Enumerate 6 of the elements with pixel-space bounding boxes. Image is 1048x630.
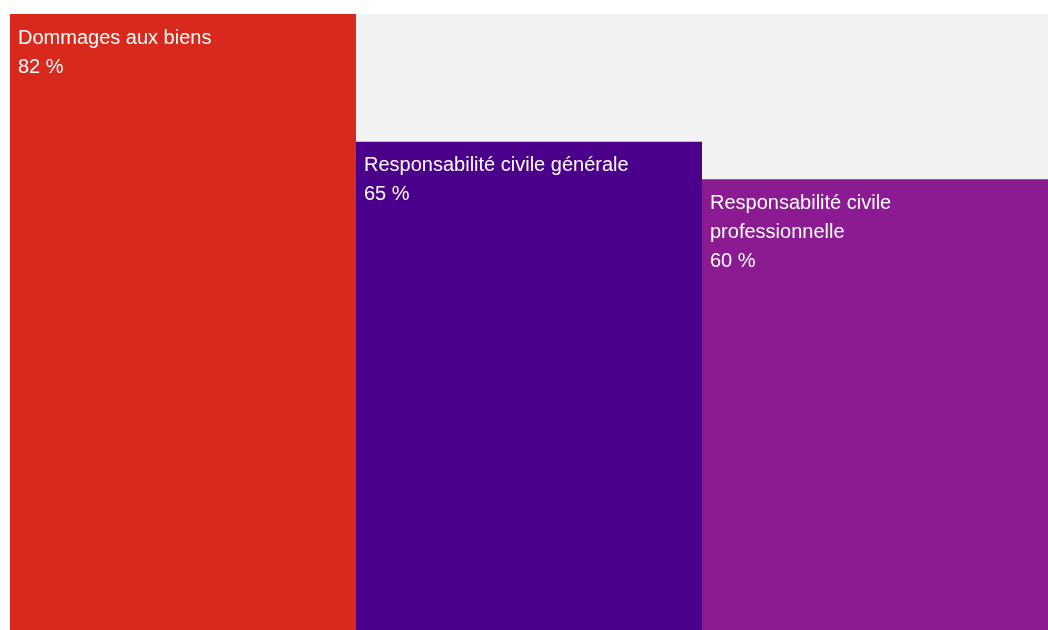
x-tick-label: Responsabilité civile générale xyxy=(364,153,629,176)
data-label: 60 % xyxy=(710,248,756,271)
x-tick-label: Dommages aux biens xyxy=(18,25,212,48)
data-label: 65 % xyxy=(364,182,410,205)
x-tick-label: Responsabilité civile professionnelle xyxy=(710,190,897,242)
data-label: 82 % xyxy=(18,54,64,77)
